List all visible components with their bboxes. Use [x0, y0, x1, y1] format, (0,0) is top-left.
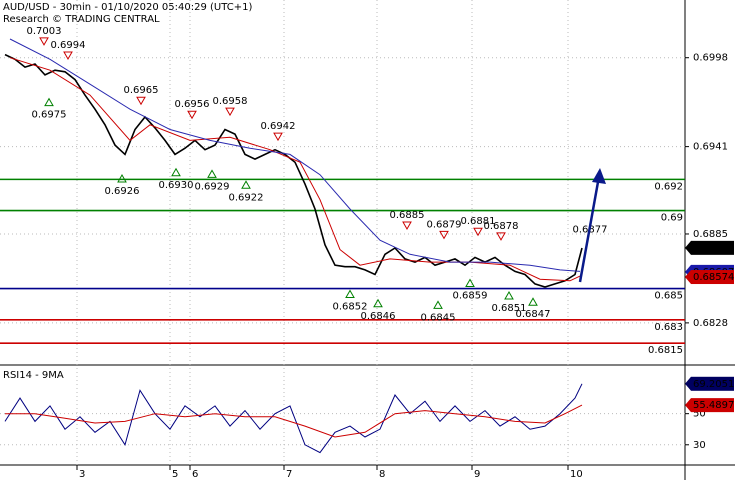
x-tick-label: 10	[570, 469, 583, 480]
level-label: 0.683	[654, 322, 683, 333]
high-marker	[273, 132, 283, 142]
low-label: 0.6846	[361, 311, 396, 322]
x-tick-label: 3	[79, 469, 85, 480]
high-marker	[225, 107, 235, 117]
y-tick-label: 0.6941	[693, 142, 728, 153]
low-label: 0.6922	[229, 192, 264, 203]
x-tick-label: 8	[379, 469, 385, 480]
level-label: 0.69	[661, 213, 683, 224]
badge	[691, 240, 734, 255]
low-marker	[171, 167, 181, 177]
low-marker	[241, 180, 251, 189]
badge	[691, 270, 734, 285]
low-label: 0.6930	[159, 180, 194, 191]
low-marker	[433, 300, 443, 309]
low-marker	[207, 169, 217, 178]
low-marker	[345, 289, 355, 298]
badge-label: 55.4897	[693, 400, 734, 411]
high-label: 0.6958	[213, 96, 248, 107]
badge-label: 69.2051	[693, 379, 734, 390]
y-tick-label: 0.6998	[693, 53, 728, 64]
low-label: 0.6847	[516, 309, 551, 320]
high-marker	[187, 110, 197, 120]
badge-label: 0.68761	[693, 243, 734, 254]
high-label: 0.6885	[390, 210, 425, 221]
high-label: 0.6879	[427, 219, 462, 230]
high-marker	[496, 232, 506, 241]
badge-pointer	[685, 376, 691, 391]
high-marker	[63, 51, 73, 60]
level-label: 0.6815	[648, 345, 683, 356]
high-label: 0.6881	[461, 216, 496, 227]
low-label: 0.6975	[32, 110, 67, 121]
y-tick-label: 0.6828	[693, 318, 728, 329]
high-marker	[473, 227, 483, 237]
badge-label: 0.68574	[693, 272, 734, 283]
series-line	[9, 57, 581, 282]
low-label: 0.6845	[421, 312, 456, 323]
y-tick-label: 30	[693, 440, 706, 451]
low-marker	[504, 291, 514, 300]
high-label: 0.6965	[124, 85, 159, 96]
series-line	[5, 404, 583, 438]
rsi-label: RSI14 - 9MA	[3, 370, 64, 381]
y-tick-label: 50	[693, 409, 706, 420]
high-label: 0.6956	[175, 99, 210, 110]
low-marker	[44, 97, 54, 107]
low-marker	[373, 298, 383, 308]
high-marker	[39, 37, 49, 46]
low-marker	[528, 297, 538, 306]
low-marker	[117, 174, 127, 183]
high-marker	[136, 96, 146, 106]
forecast-arrow	[578, 181, 600, 283]
x-tick-label: 6	[192, 469, 198, 480]
low-label: 0.6859	[453, 291, 488, 302]
high-label: 0.6942	[261, 121, 296, 132]
badge-pointer	[685, 398, 691, 413]
chart-title: AUD/USD - 30min - 01/10/2020 05:40:29 (U…	[3, 2, 252, 13]
badge	[691, 376, 734, 391]
x-tick-label: 5	[172, 469, 178, 480]
badge	[691, 398, 734, 413]
x-tick-label: 7	[286, 469, 292, 480]
arrow-head	[592, 168, 606, 184]
level-label: 0.685	[654, 291, 683, 302]
high-label: 0.6878	[484, 221, 519, 232]
high-marker	[439, 230, 449, 240]
badge-pointer	[685, 240, 691, 255]
high-label: 0.6994	[51, 40, 86, 51]
series-line	[4, 53, 583, 288]
level-label: 0.692	[654, 181, 683, 192]
low-label: 0.6929	[195, 181, 230, 192]
low-label: 0.6852	[333, 301, 368, 312]
y-tick-label: 0.6885	[693, 229, 728, 240]
high-marker	[402, 221, 412, 230]
x-tick-label: 9	[474, 469, 480, 480]
low-label: 0.6851	[492, 303, 527, 314]
badge-pointer	[685, 270, 691, 285]
low-marker	[465, 278, 475, 288]
chart-subtitle: Research © TRADING CENTRAL	[3, 14, 160, 25]
low-label: 0.6926	[105, 186, 140, 197]
high-label: 0.7003	[27, 26, 62, 37]
series-line	[9, 38, 581, 272]
